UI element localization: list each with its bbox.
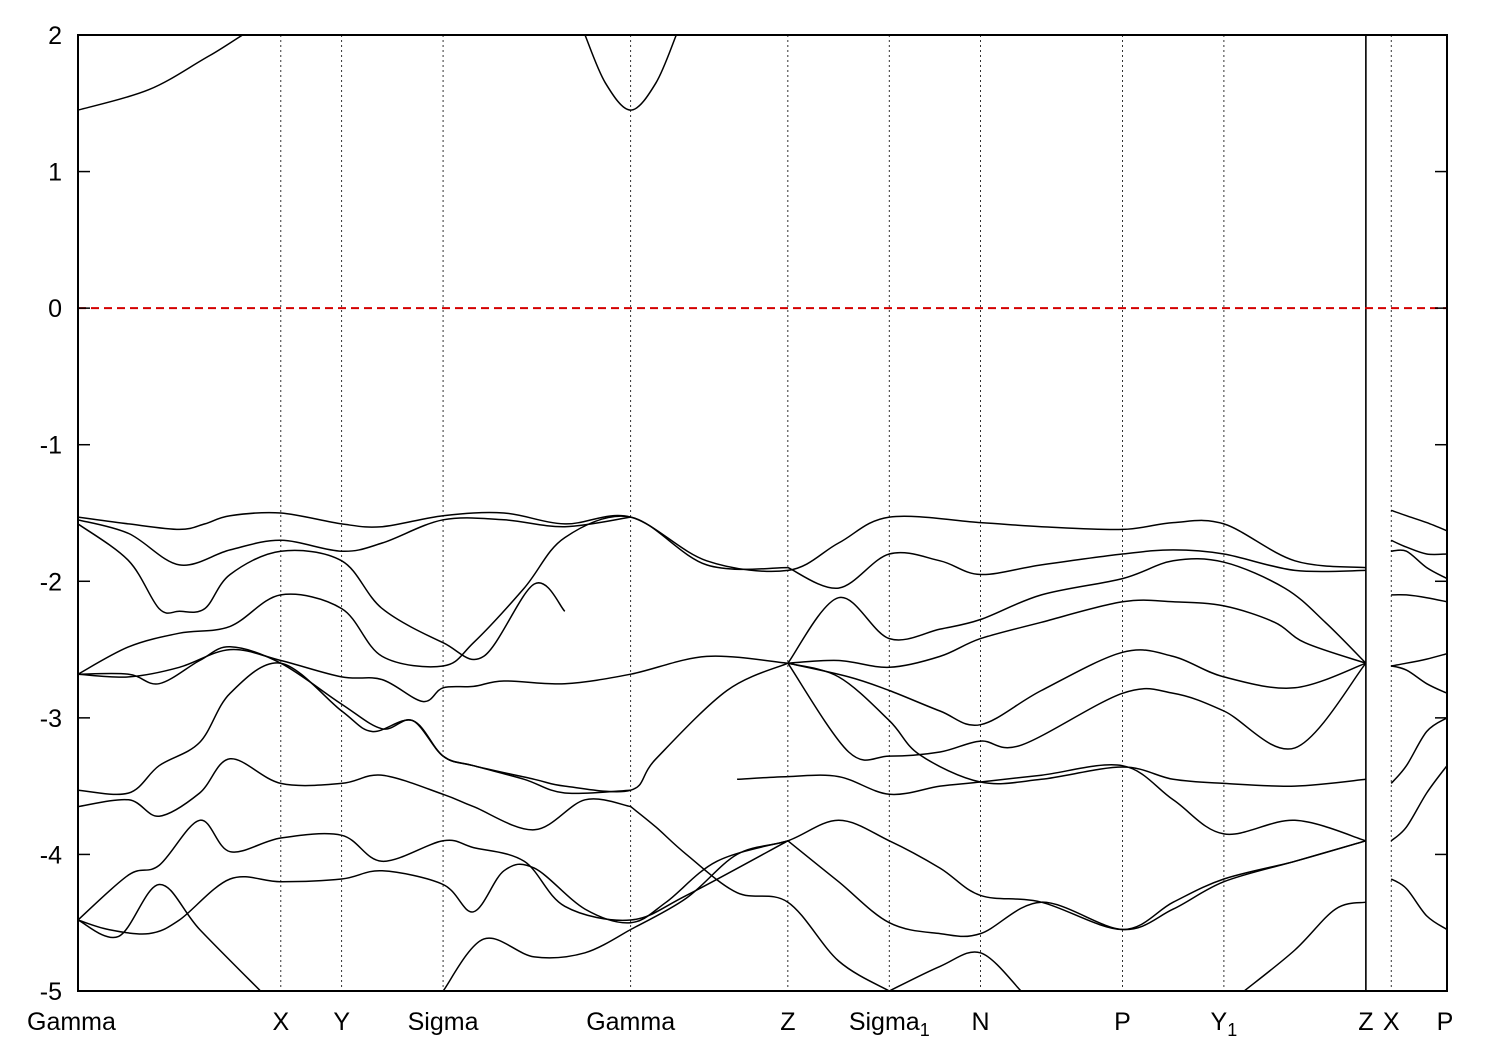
band-series-18 bbox=[787, 549, 1366, 589]
xtick-label: P bbox=[1114, 1008, 1131, 1036]
band-series-27 bbox=[1391, 593, 1447, 603]
band-series-5 bbox=[78, 646, 789, 793]
band-series-8 bbox=[78, 819, 789, 922]
ytick-label: -3 bbox=[40, 705, 62, 733]
band-series-14 bbox=[737, 764, 1367, 842]
y-axis: 2 1 0 -1 -2 -3 -4 -5 bbox=[40, 22, 1447, 1006]
band-series-28 bbox=[1391, 652, 1447, 667]
band-series-19 bbox=[787, 599, 1367, 669]
ytick-label: -4 bbox=[40, 841, 62, 869]
xtick-label: X bbox=[272, 1008, 289, 1036]
ytick-label: 0 bbox=[48, 295, 62, 323]
xtick-label: Z bbox=[1358, 1008, 1373, 1036]
xtick-label: Y bbox=[333, 1008, 350, 1036]
band-lines bbox=[78, 35, 1447, 991]
band-series-12 bbox=[630, 806, 890, 991]
band-series-16 bbox=[888, 951, 1022, 991]
band-series-2 bbox=[78, 523, 566, 661]
xtick-label: Gamma bbox=[27, 1008, 116, 1036]
band-series-15 bbox=[787, 840, 1367, 938]
band-series-4 bbox=[78, 648, 788, 703]
band-series-23 bbox=[1243, 901, 1367, 991]
xtick-label: Sigma1 bbox=[849, 1008, 930, 1040]
plot-frame bbox=[77, 34, 1448, 992]
band-series-0 bbox=[78, 511, 1366, 573]
band-series-30 bbox=[1390, 717, 1447, 784]
band-series-11 bbox=[442, 928, 632, 991]
band-series-17 bbox=[787, 558, 1367, 664]
band-series-34 bbox=[584, 35, 677, 111]
band-series-21 bbox=[787, 649, 1367, 727]
band-series-7 bbox=[78, 758, 631, 831]
band-series-20 bbox=[787, 662, 1367, 761]
band-series-9 bbox=[78, 840, 789, 935]
band-series-33 bbox=[78, 35, 307, 111]
band-series-25 bbox=[1390, 539, 1447, 556]
ytick-label: -2 bbox=[40, 568, 62, 596]
ytick-label: 1 bbox=[48, 159, 62, 187]
band-series-31 bbox=[1390, 765, 1447, 842]
xtick-label: N bbox=[971, 1008, 989, 1036]
symmetry-gridlines bbox=[280, 35, 1392, 991]
xtick-label: X bbox=[1383, 1008, 1400, 1036]
xtick-label: P bbox=[1437, 1008, 1454, 1036]
ytick-label: -5 bbox=[40, 978, 62, 1006]
band-series-29 bbox=[1391, 665, 1447, 694]
band-series-10 bbox=[78, 883, 262, 991]
band-series-6 bbox=[78, 662, 631, 796]
band-series-1 bbox=[78, 516, 631, 566]
band-series-13 bbox=[630, 819, 1367, 931]
band-series-24 bbox=[1390, 509, 1447, 532]
xtick-label: Y1 bbox=[1211, 1008, 1238, 1040]
band-series-26 bbox=[1391, 549, 1447, 580]
xtick-label: Gamma bbox=[586, 1008, 675, 1036]
ytick-label: 2 bbox=[48, 22, 62, 50]
xtick-label: Z bbox=[780, 1008, 795, 1036]
band-series-32 bbox=[1390, 878, 1447, 931]
xtick-label: Sigma bbox=[408, 1008, 479, 1036]
band-series-22 bbox=[787, 662, 1366, 787]
x-axis: Gamma X Y Sigma Gamma Z Sigma1 N P Y1 Z X P bbox=[27, 1008, 1453, 1040]
band-series-3 bbox=[78, 515, 788, 675]
ytick-label: -1 bbox=[40, 432, 62, 460]
